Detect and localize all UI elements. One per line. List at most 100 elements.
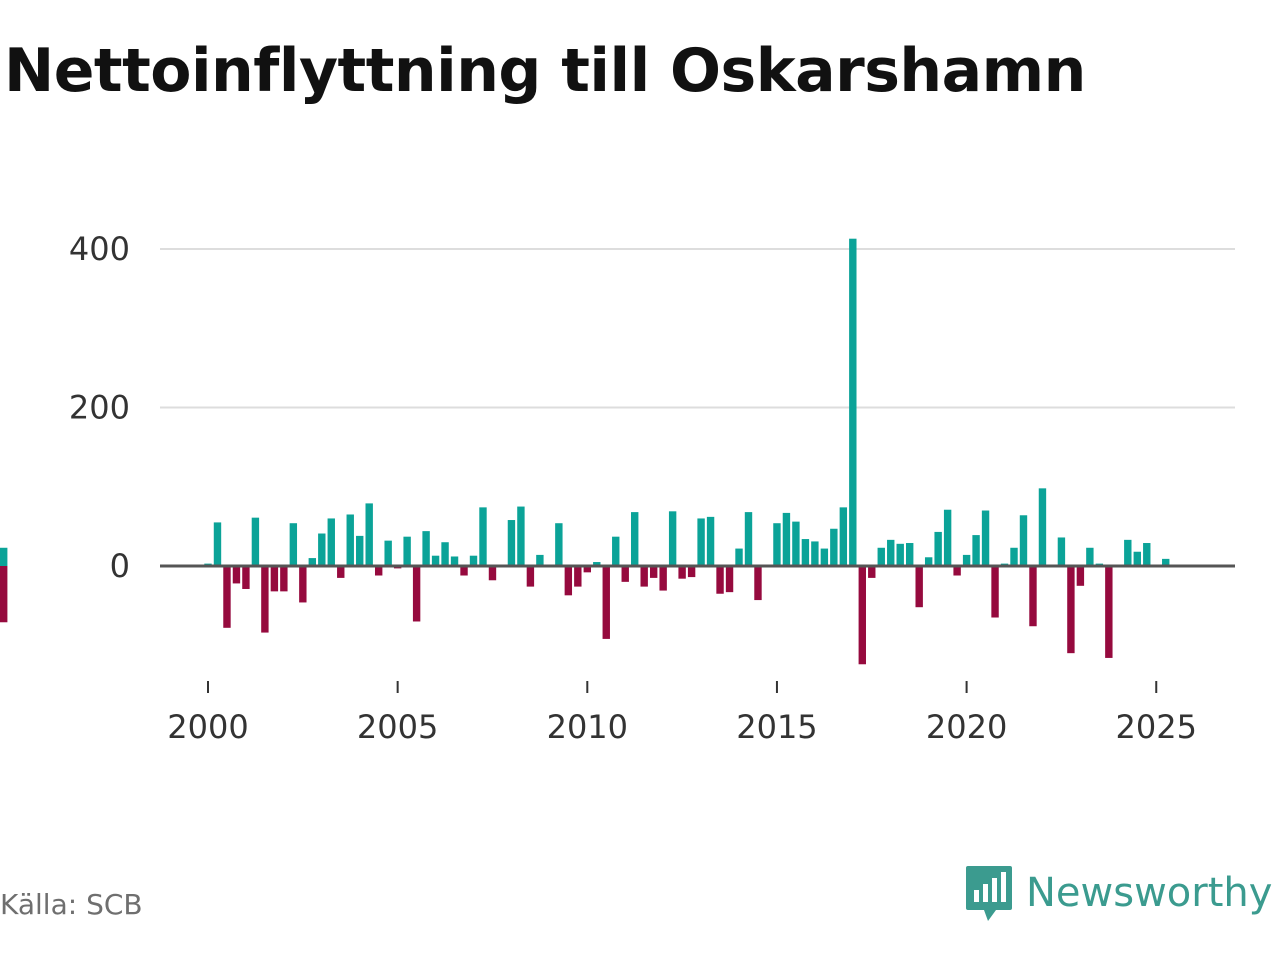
bar	[801, 539, 810, 566]
bar	[232, 566, 241, 584]
source-label: Källa: SCB	[0, 888, 143, 921]
bar	[830, 528, 838, 566]
bar	[593, 562, 601, 566]
bar	[479, 507, 487, 566]
bars	[0, 238, 1170, 665]
bar	[735, 548, 743, 566]
bar	[460, 566, 468, 576]
x-tick-label: 2005	[357, 708, 438, 746]
bar	[896, 543, 904, 566]
chart-title: Nettoinflyttning till Oskarshamn	[4, 36, 1086, 106]
axes: 0 200 400 2000 2005 2010 2015 2020 2025	[69, 230, 1235, 746]
bar	[1105, 566, 1113, 658]
bar	[251, 517, 260, 566]
bar	[877, 547, 885, 566]
bar	[602, 566, 610, 639]
bar	[1124, 539, 1132, 566]
grid-lines	[160, 248, 1235, 409]
bar	[659, 566, 667, 591]
bar	[564, 566, 573, 596]
bar	[289, 523, 298, 567]
bar	[820, 548, 829, 566]
bar	[469, 555, 478, 566]
bar	[972, 535, 980, 566]
y-tick-label: 0	[110, 547, 130, 585]
bar	[631, 512, 639, 566]
brand-logo[interactable]: Newsworthy	[964, 864, 1272, 922]
bar	[0, 547, 8, 566]
bar	[431, 555, 440, 566]
bar	[412, 566, 421, 622]
bar	[782, 512, 791, 566]
bar	[327, 518, 335, 566]
bar	[744, 512, 753, 566]
bar	[337, 566, 345, 578]
bar	[887, 539, 895, 566]
bar	[697, 518, 705, 566]
bar	[280, 566, 288, 592]
brand-name: Newsworthy	[1026, 870, 1273, 916]
bar	[962, 554, 971, 566]
bar	[953, 566, 961, 576]
bar	[374, 566, 383, 576]
bar	[915, 566, 923, 608]
bar	[1067, 566, 1075, 654]
bar	[526, 566, 535, 587]
bar	[640, 566, 648, 587]
bar	[839, 507, 848, 566]
bar	[1010, 547, 1018, 566]
bar	[1143, 543, 1151, 566]
bar	[706, 516, 715, 566]
bar	[906, 543, 914, 566]
bar	[981, 510, 990, 566]
bar	[792, 521, 800, 566]
bar	[346, 514, 354, 566]
bar	[621, 566, 629, 582]
x-tick-label: 2025	[1116, 708, 1197, 746]
bar	[213, 522, 222, 566]
bar	[356, 535, 364, 566]
bar	[507, 520, 516, 566]
bar	[318, 533, 326, 566]
bar	[403, 536, 411, 566]
bar	[1019, 515, 1028, 566]
bar	[488, 566, 497, 581]
bar	[422, 531, 430, 566]
bar	[991, 566, 999, 618]
bar	[773, 523, 781, 567]
bar	[668, 511, 677, 566]
bar	[536, 554, 544, 566]
bar	[811, 541, 819, 566]
bar	[583, 566, 591, 573]
bar	[868, 566, 876, 578]
bar	[725, 566, 734, 593]
y-tick-label: 400	[69, 230, 130, 268]
bar	[849, 238, 857, 566]
bar	[517, 506, 525, 566]
bar	[754, 566, 762, 601]
bar	[299, 566, 307, 603]
x-tick-label: 2000	[167, 708, 248, 746]
bar	[1076, 566, 1085, 586]
bar	[1162, 558, 1170, 566]
bar	[943, 509, 952, 566]
bar	[555, 523, 563, 567]
bar	[858, 566, 866, 665]
bar	[261, 566, 269, 633]
y-tick-label: 200	[69, 389, 130, 427]
bar	[649, 566, 658, 578]
x-tick-label: 2010	[547, 708, 628, 746]
bar	[223, 566, 231, 628]
bar	[0, 566, 8, 623]
bar	[270, 566, 279, 592]
bar	[934, 531, 942, 566]
bar	[365, 503, 373, 566]
bar	[612, 536, 620, 566]
bar	[1029, 566, 1037, 627]
bar	[450, 556, 459, 566]
bar	[1038, 488, 1047, 566]
x-tick-label: 2015	[736, 708, 817, 746]
bar	[1133, 551, 1141, 567]
bar	[384, 540, 392, 566]
